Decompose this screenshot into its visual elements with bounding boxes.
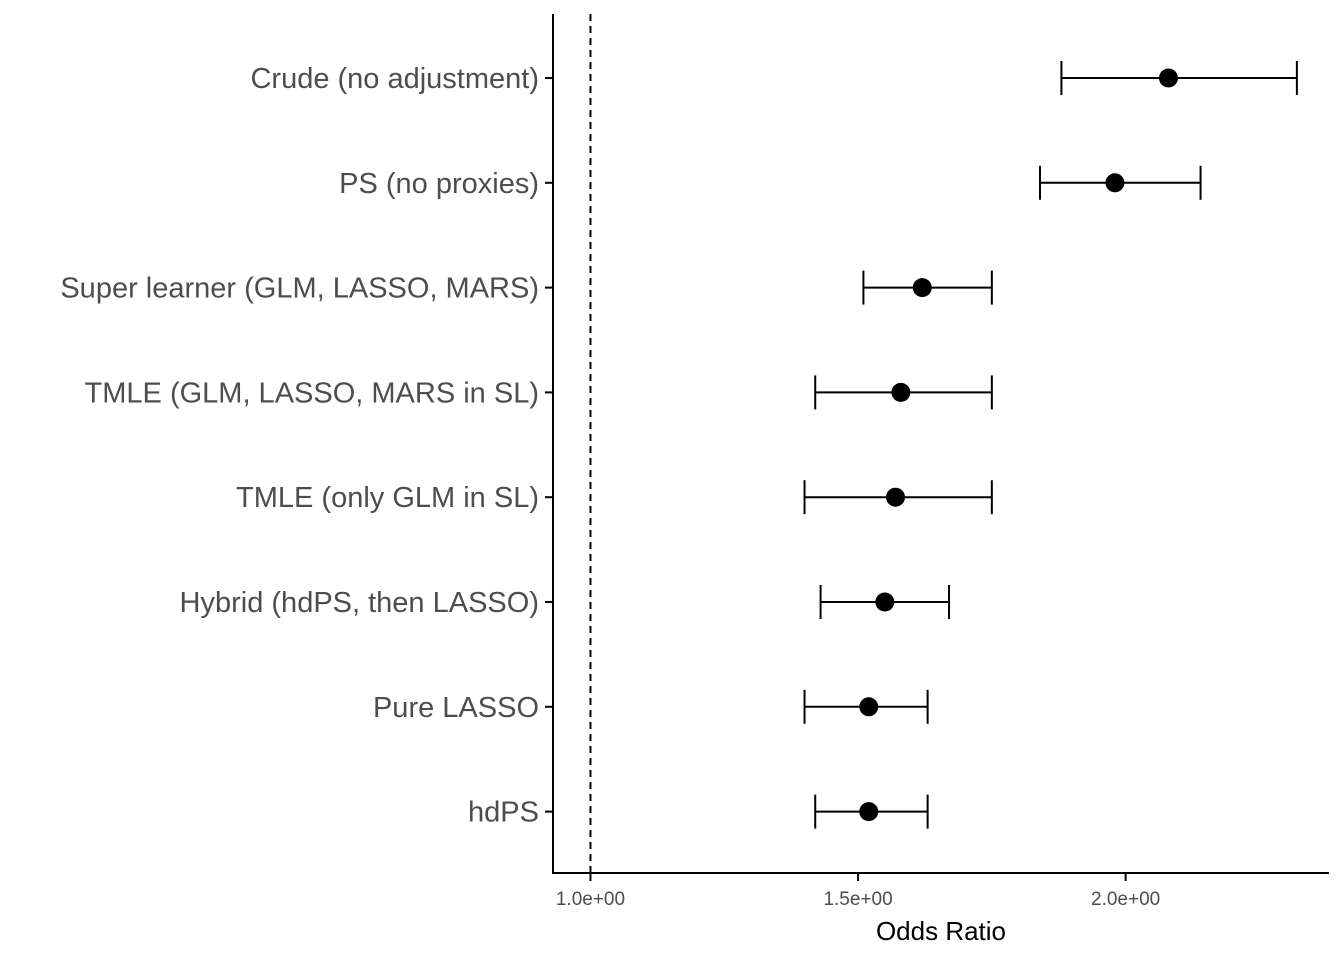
x-axis-title: Odds Ratio [876,916,1006,946]
chart-marks [589,14,1298,873]
x-tick-label: 1.5e+00 [823,889,892,910]
estimate-point [859,697,879,717]
x-axis-ticks: 1.0e+00 1.5e+00 2.0e+00 [556,873,1160,910]
category-label: TMLE (only GLM in SL) [236,482,539,514]
estimate-point [912,278,932,298]
estimate-point [1105,173,1125,193]
estimate-point [859,802,879,822]
category-label: hdPS [468,797,539,829]
x-tick-label: 2.0e+00 [1091,889,1160,910]
category-label: PS (no proxies) [339,168,539,200]
estimate-point [875,592,895,612]
x-tick-label: 1.0e+00 [556,889,625,910]
category-labels: Crude (no adjustment) PS (no proxies) Supe… [60,63,553,829]
estimate-point [891,382,911,402]
estimate-point [1158,68,1178,88]
category-label: Hybrid (hdPS, then LASSO) [180,587,539,619]
category-label: TMLE (GLM, LASSO, MARS in SL) [85,377,539,409]
estimate-point [886,487,906,507]
category-label: Super learner (GLM, LASSO, MARS) [60,273,539,305]
category-label: Pure LASSO [373,692,539,724]
category-label: Crude (no adjustment) [250,63,539,95]
